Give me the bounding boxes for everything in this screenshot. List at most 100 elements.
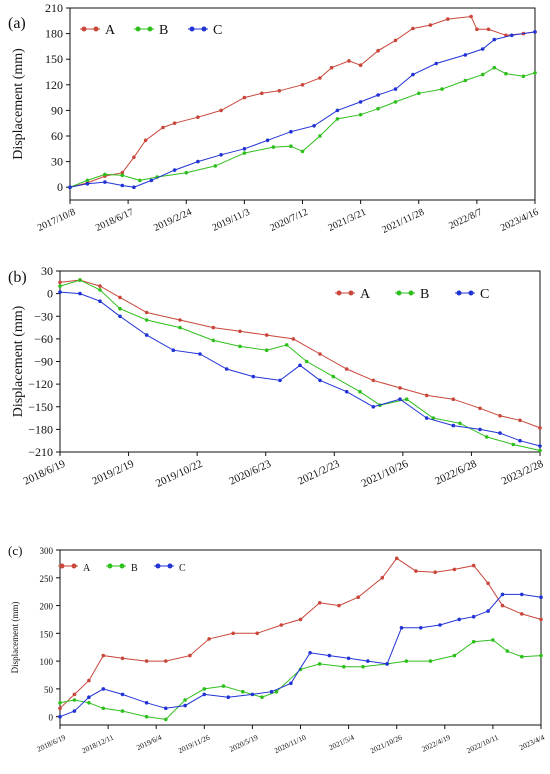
legend-marker-A (59, 563, 65, 569)
x-tick-label: 2021/11/28 (380, 207, 426, 236)
data-point-B (521, 74, 526, 79)
data-point-C (344, 389, 349, 394)
data-point-C (398, 397, 402, 402)
legend-label-A: A (83, 563, 91, 574)
data-point-C (366, 659, 370, 663)
y-tick-label: 0 (47, 287, 53, 301)
y-tick-label: −90 (34, 355, 53, 369)
data-point-C (269, 689, 274, 694)
data-point-A (143, 138, 148, 143)
data-point-B (480, 72, 485, 77)
data-point-C (376, 93, 380, 97)
y-tick-label: −180 (28, 422, 53, 436)
data-point-C (87, 695, 91, 699)
data-point-B (58, 284, 62, 288)
x-tick-label: 2021/3/21 (326, 207, 367, 234)
data-point-A (118, 295, 122, 300)
data-point-B (271, 145, 276, 149)
series-line-C (59, 291, 541, 447)
y-axis-label: Displacement (mm) (11, 48, 26, 160)
x-tick-label: 2018/6/17 (94, 207, 135, 234)
data-point-B (304, 359, 309, 364)
data-point-C (312, 124, 316, 128)
data-point-C (120, 692, 125, 697)
data-point-B (491, 638, 495, 642)
x-tick-label: 2019/10/22 (154, 458, 205, 490)
data-point-B (358, 112, 363, 117)
chart-panel: (b) 30 0 −30 −60 −90 −120 −150 −180 −210 Displacem… (8, 264, 546, 490)
data-point-A (196, 115, 200, 119)
data-point-B (144, 714, 149, 719)
data-point-C (85, 182, 90, 186)
data-point-B (539, 653, 543, 658)
data-point-A (475, 27, 479, 32)
data-point-A (72, 692, 77, 697)
data-point-C (411, 72, 415, 77)
data-point-A (242, 95, 247, 100)
x-tick-label: 2019/11/26 (177, 733, 212, 756)
data-point-C (103, 180, 107, 184)
data-point-B (458, 421, 462, 426)
data-point-A (161, 125, 165, 130)
y-tick-label: 150 (45, 52, 63, 66)
data-point-B (463, 78, 468, 83)
data-point-B (289, 144, 293, 148)
data-point-A (144, 310, 149, 315)
x-tick-label: 2023/4/4 (518, 733, 546, 753)
data-point-C (385, 662, 389, 666)
data-point-C (120, 183, 125, 188)
data-point-B (520, 654, 524, 659)
data-point-C (144, 701, 149, 705)
data-point-C (358, 100, 363, 104)
data-point-B (221, 684, 226, 688)
data-point-C (171, 348, 176, 353)
data-point-A (451, 397, 456, 402)
data-point-B (118, 306, 122, 311)
y-tick-label: 300 (40, 546, 54, 556)
y-tick-label: −210 (28, 445, 53, 459)
x-tick-label: 2018/6/19 (35, 733, 67, 754)
data-point-B (538, 448, 542, 453)
x-tick-label: 2019/2/24 (152, 207, 193, 234)
legend-marker-A (81, 26, 87, 32)
x-tick-label: 2022/10/11 (465, 733, 500, 756)
data-point-A (337, 603, 341, 608)
data-point-C (219, 153, 223, 157)
x-tick-label: 2021/2/23 (296, 458, 342, 488)
data-point-B (300, 149, 305, 154)
data-point-C (58, 714, 62, 719)
data-point-A (291, 337, 296, 341)
y-tick-label: 100 (40, 657, 54, 667)
data-point-C (419, 626, 423, 630)
data-point-B (101, 706, 106, 711)
data-point-C (183, 703, 187, 708)
data-point-B (103, 172, 107, 177)
data-point-B (241, 689, 245, 694)
data-point-B (504, 71, 508, 76)
data-point-C (58, 290, 62, 294)
data-point-A (380, 576, 385, 580)
data-point-B (331, 374, 336, 379)
data-point-C (510, 33, 514, 38)
data-point-B (274, 689, 279, 694)
legend-label-C: C (480, 287, 489, 302)
panel-label: (c) (8, 543, 22, 558)
legend-marker-B (147, 26, 153, 32)
data-point-B (78, 278, 82, 282)
data-point-B (85, 178, 90, 183)
data-point-C (226, 695, 231, 699)
data-point-A (478, 406, 482, 411)
y-axis-label: Displacement (mm) (11, 305, 26, 417)
data-point-C (164, 706, 168, 711)
data-point-C (539, 595, 543, 599)
series-line-A (59, 279, 541, 429)
data-point-C (224, 367, 229, 371)
y-tick-label: 90 (51, 103, 63, 117)
data-point-A (329, 65, 334, 70)
y-tick-label: 200 (40, 602, 54, 612)
data-point-A (120, 656, 125, 661)
data-point-B (404, 659, 409, 663)
data-point-A (188, 653, 192, 658)
x-tick-label: 2020/6/23 (227, 458, 273, 488)
